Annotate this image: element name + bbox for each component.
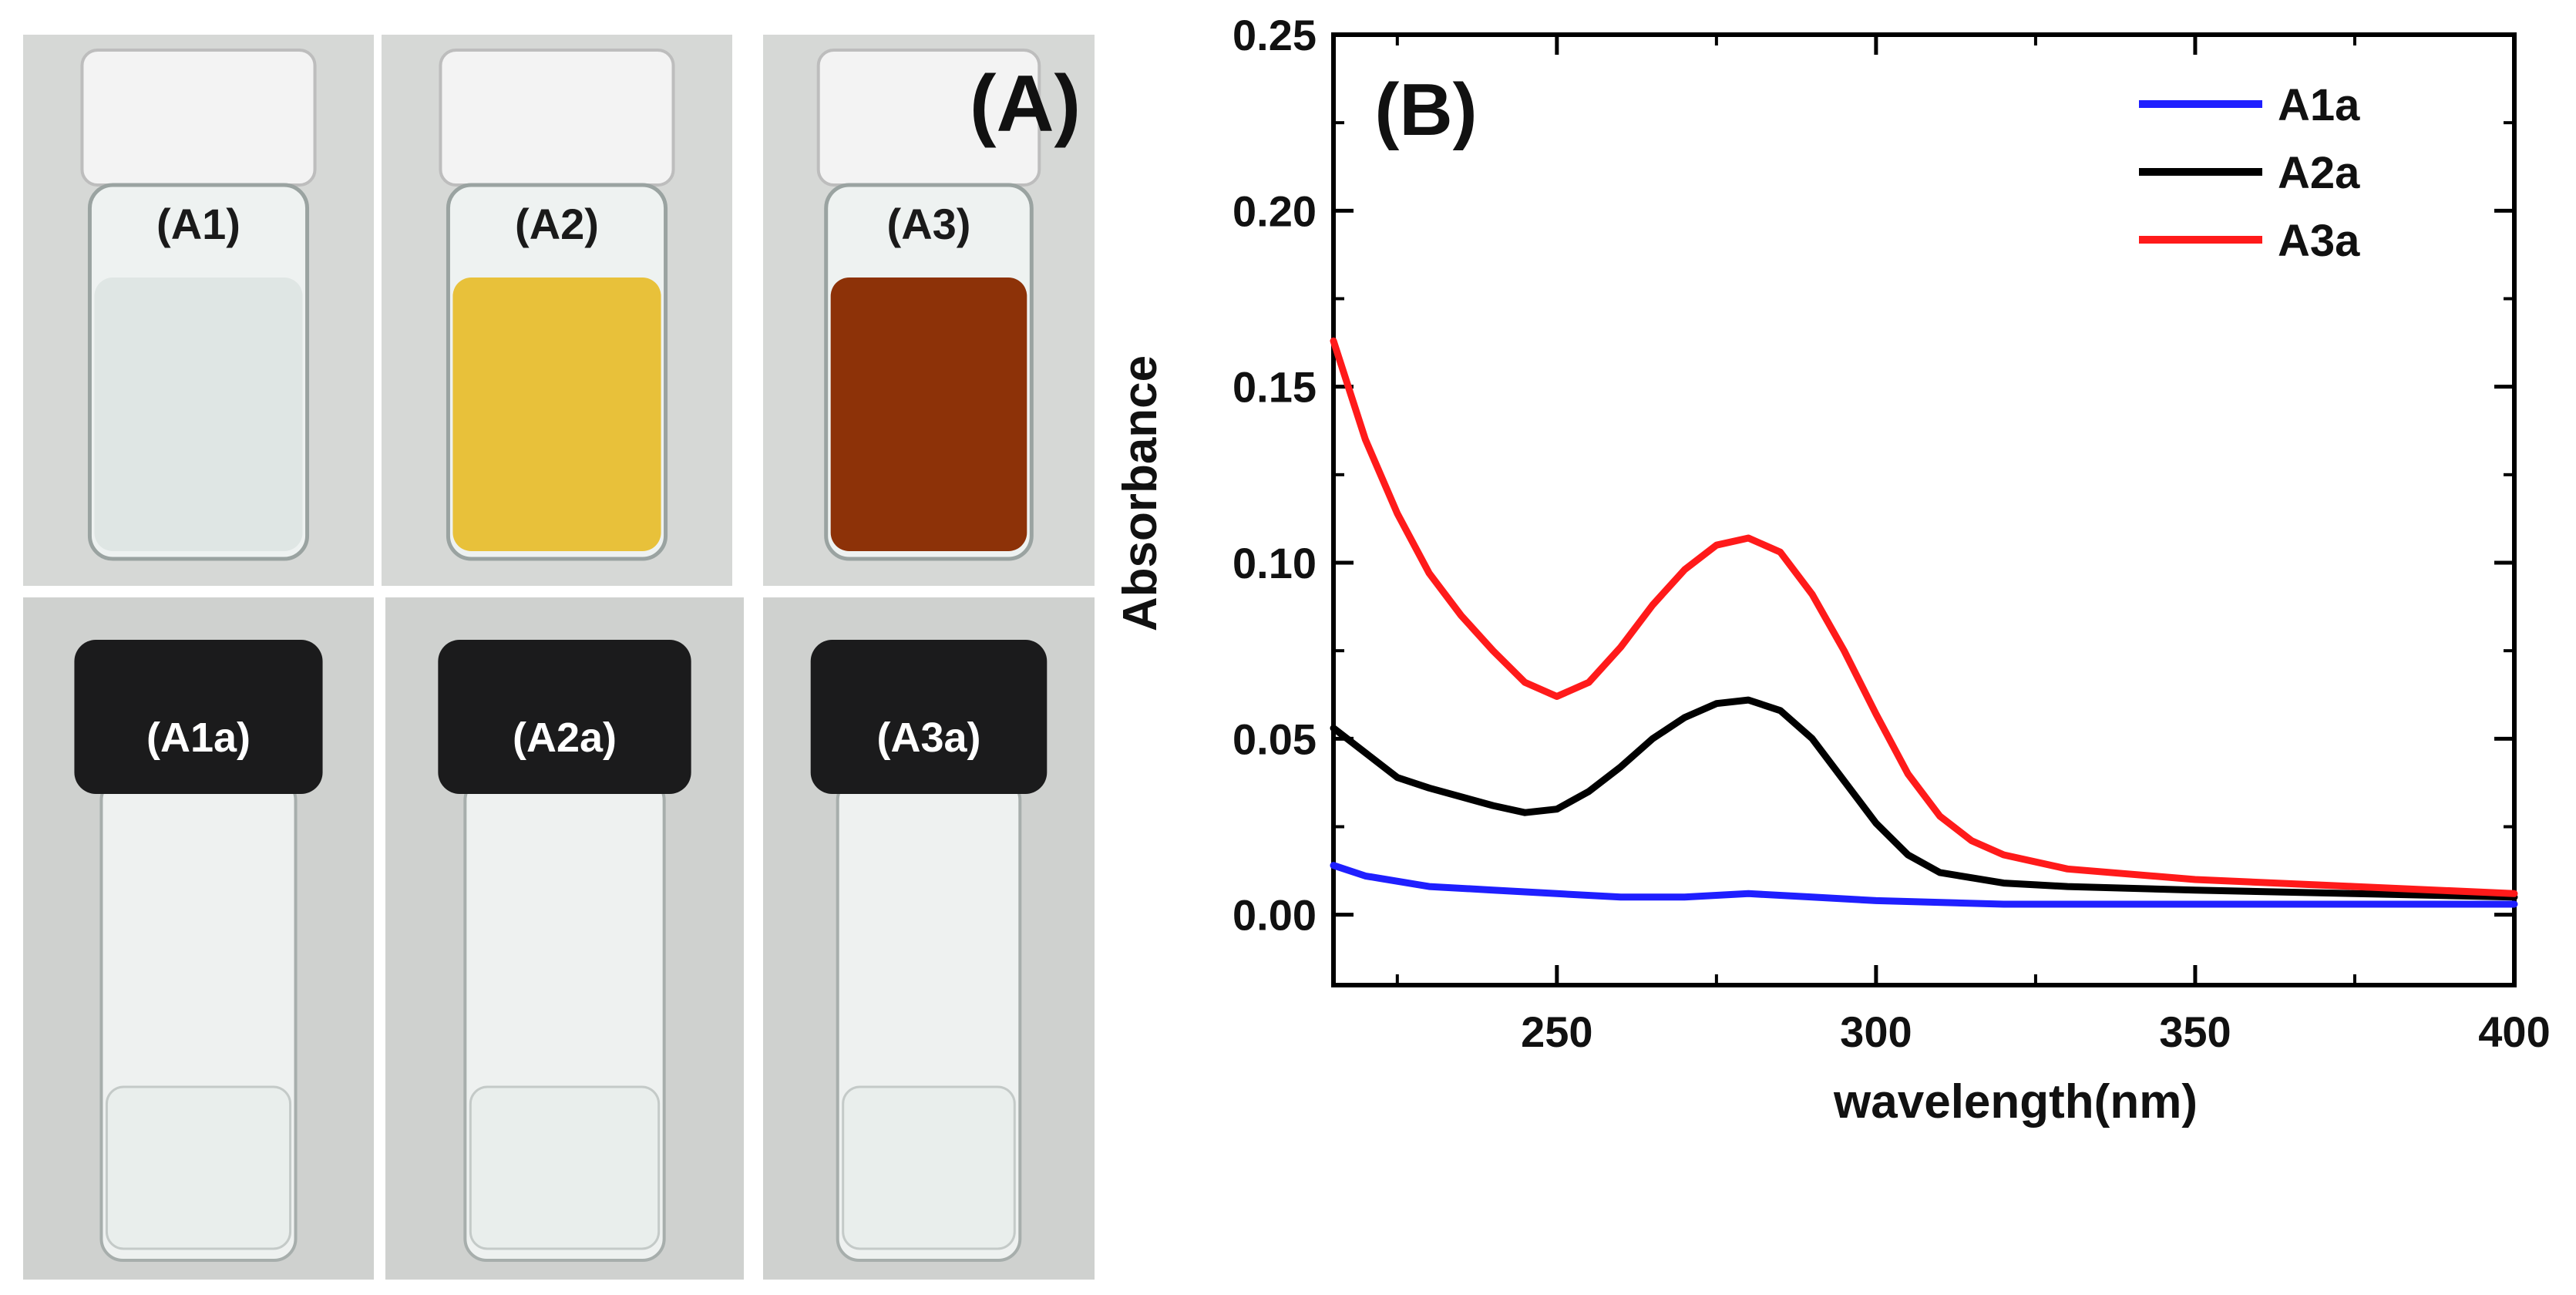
x-tick-label: 400	[2478, 1007, 2550, 1056]
y-tick-label: 0.05	[1233, 715, 1317, 763]
vial-label: (A3)	[887, 200, 971, 248]
cap-icon	[438, 640, 691, 794]
cap-icon	[80, 49, 317, 187]
panel-b-label: (B)	[1374, 69, 1477, 151]
y-tick-label: 0.20	[1233, 187, 1317, 235]
y-axis-title: Absorbance	[1114, 355, 1167, 631]
panel-b-chart: 0.00 0.05 0.10 0.15 0.20 0.25 250 300 350 400 A1a A…	[1233, 11, 2551, 1056]
series-line-a2a	[1330, 696, 2518, 901]
vial-liquid	[830, 278, 1027, 551]
vial-label: (A2a)	[513, 715, 617, 761]
series-line-a3a	[1330, 337, 2518, 897]
vial-label: (A1a)	[146, 715, 251, 761]
plot-frame	[1331, 32, 2517, 987]
legend-label: A2a	[2278, 148, 2360, 198]
vial-liquid	[469, 1085, 661, 1250]
vial-liquid	[452, 278, 661, 551]
cap-icon	[810, 640, 1048, 794]
vial-photo: (A1a)	[23, 597, 374, 1280]
legend-label: A1a	[2278, 80, 2360, 130]
vial-liquid	[94, 278, 303, 551]
vial-label: (A1)	[156, 200, 240, 248]
x-axis-title: wavelength(nm)	[1833, 1075, 2198, 1128]
vial-label: (A3a)	[876, 715, 980, 761]
y-tick-label: 0.25	[1233, 11, 1317, 59]
panel-a-photos: (A1) (A2) (A3) (A1a) (A2a) (A3a)	[23, 35, 1095, 1280]
cap-icon	[439, 49, 675, 187]
panel-a-label: (A)	[970, 59, 1081, 149]
y-tick-label: 0.00	[1233, 891, 1317, 940]
vial-photo: (A1)	[23, 35, 374, 586]
cap-icon	[74, 640, 323, 794]
vial-photo: (A2)	[382, 35, 732, 586]
vial-photo: (A3a)	[763, 597, 1095, 1280]
vial-label: (A2)	[515, 200, 599, 248]
x-tick-label: 250	[1521, 1007, 1592, 1056]
x-tick-label: 350	[2159, 1007, 2231, 1056]
vial-photo: (A2a)	[385, 597, 744, 1280]
y-tick-label: 0.10	[1233, 539, 1317, 587]
y-tick-label: 0.15	[1233, 363, 1317, 412]
series-line-a1a	[1330, 862, 2518, 908]
x-tick-label: 300	[1840, 1007, 1912, 1056]
vial-liquid	[105, 1085, 292, 1250]
vial-photo: (A3)	[763, 35, 1095, 586]
vial-liquid	[842, 1085, 1016, 1250]
legend-label: A3a	[2278, 216, 2360, 266]
